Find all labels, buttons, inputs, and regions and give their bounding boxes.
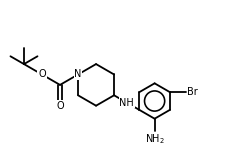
Text: NH: NH xyxy=(119,98,134,108)
Text: O: O xyxy=(38,70,46,80)
Text: N: N xyxy=(74,70,82,80)
Text: Br: Br xyxy=(187,87,198,97)
Text: NH$_2$: NH$_2$ xyxy=(145,132,165,146)
Text: O: O xyxy=(56,101,64,111)
